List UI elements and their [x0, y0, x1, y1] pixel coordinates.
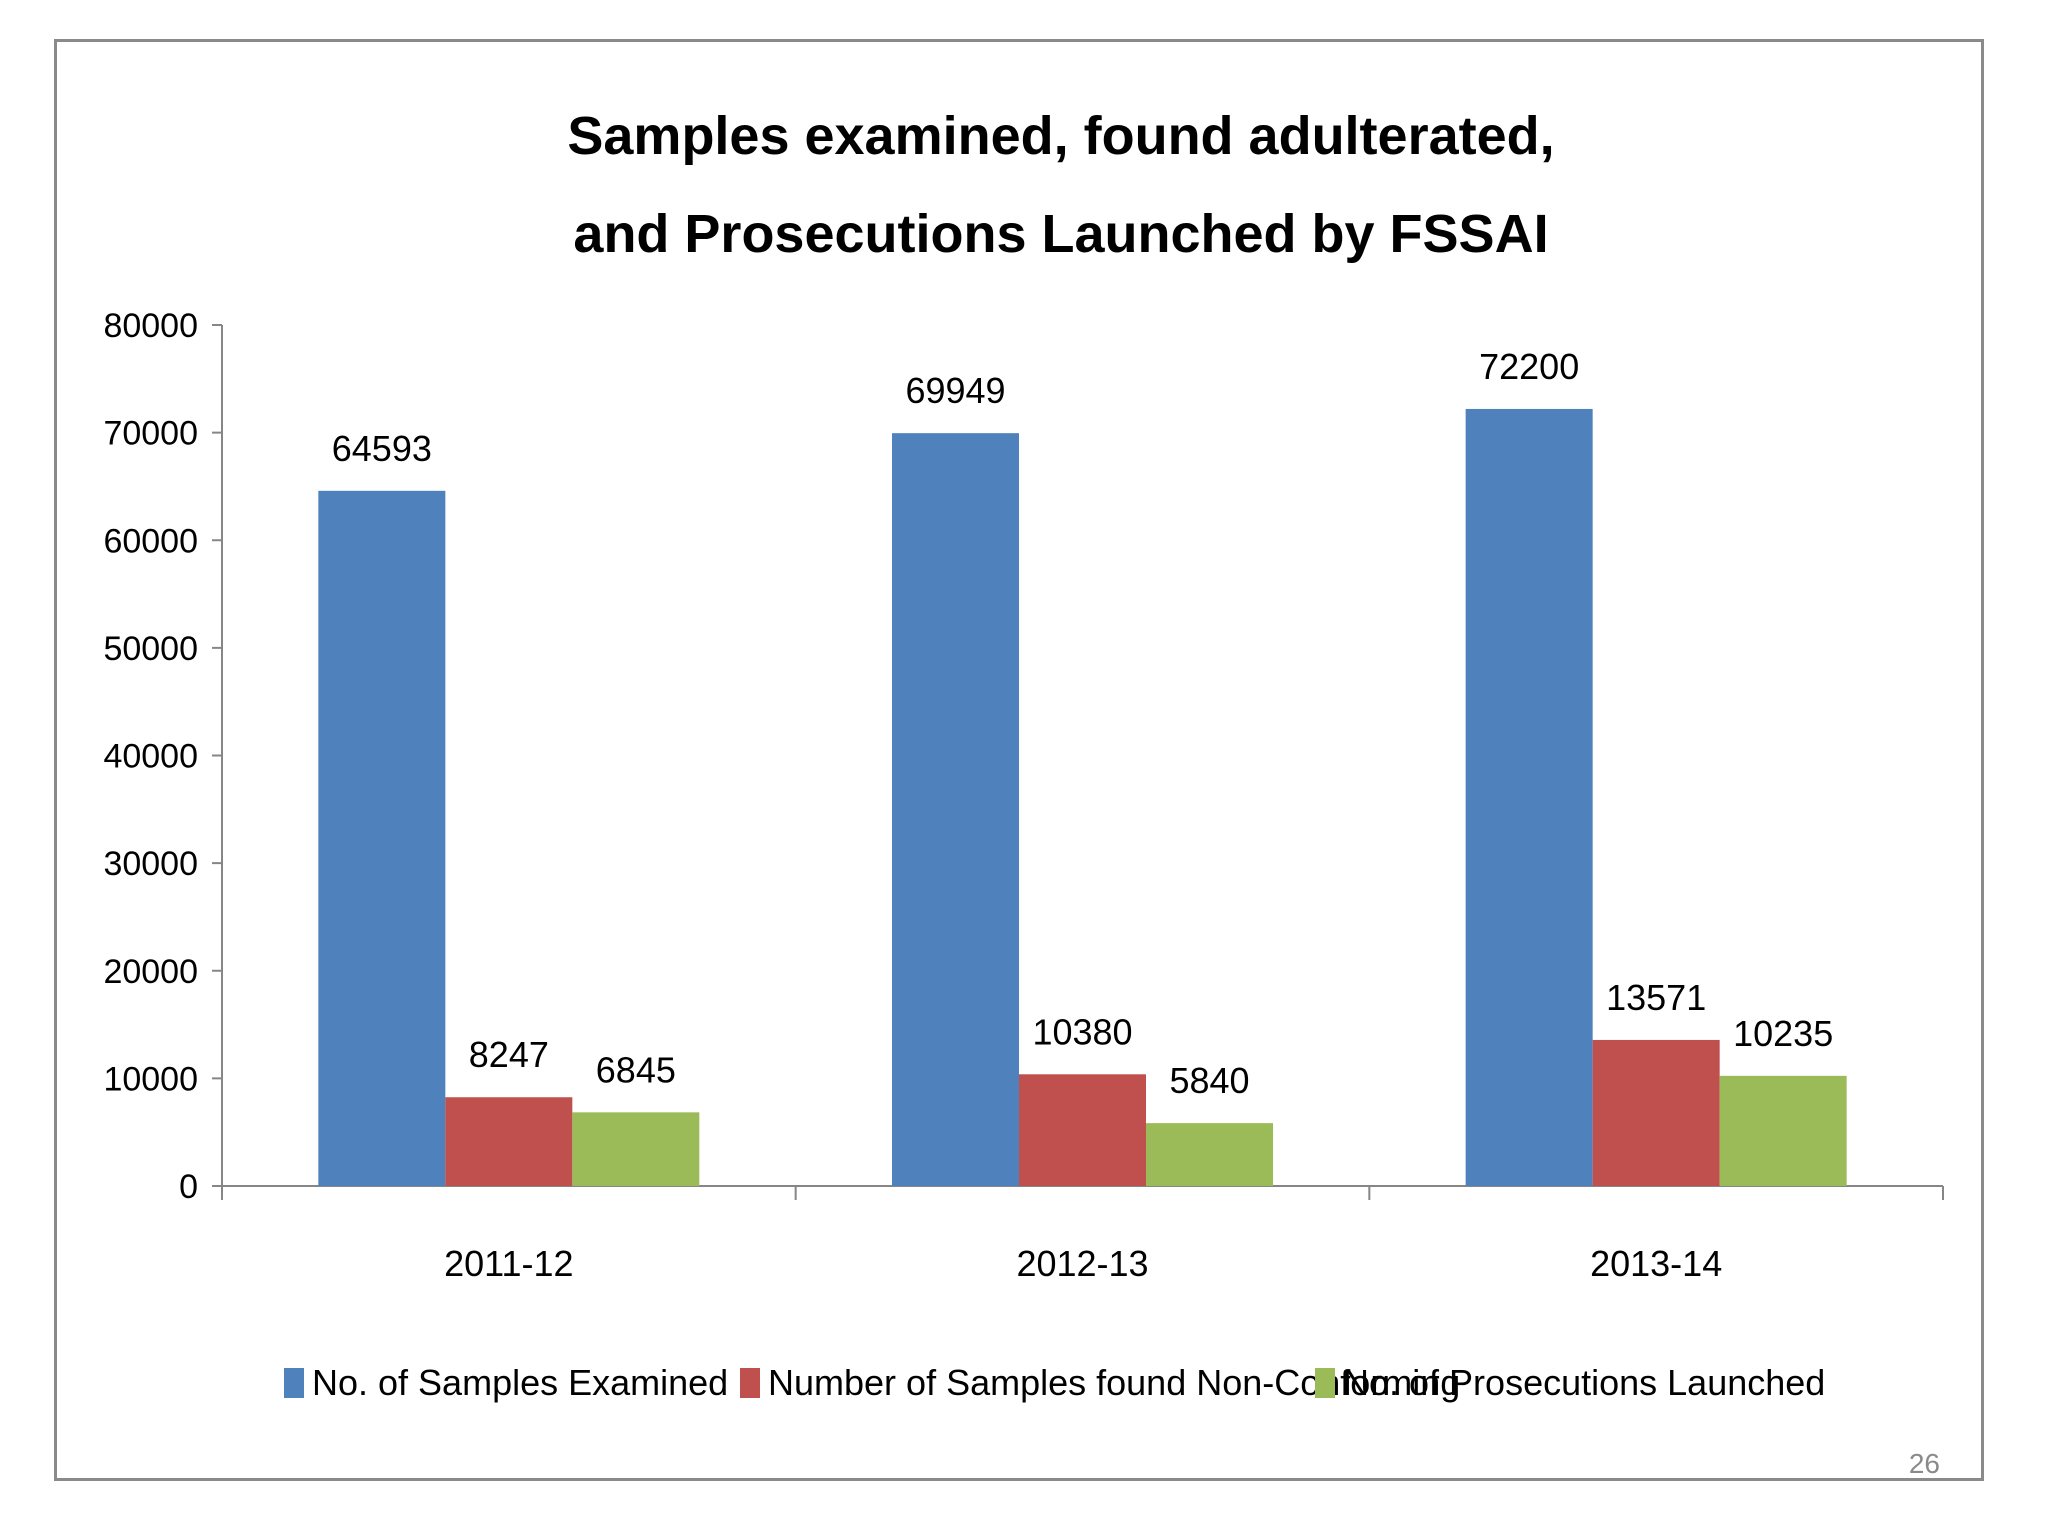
legend-swatch-1 — [284, 1368, 304, 1398]
legend-label-2: Number of Samples found Non-Conforming — [768, 1362, 1460, 1403]
y-tick-label: 60000 — [103, 522, 198, 560]
y-tick-label: 20000 — [103, 953, 198, 991]
bar-2011-12-series-2 — [445, 1097, 573, 1186]
data-label: 72200 — [1479, 346, 1579, 387]
legend-swatch-3 — [1315, 1368, 1335, 1398]
bar-chart: Samples examined, found adulterated, and… — [103, 106, 1944, 1478]
data-label: 13571 — [1606, 977, 1706, 1018]
x-category-label: 2012-13 — [1016, 1243, 1148, 1284]
data-label: 64593 — [332, 428, 432, 469]
bar-2013-14-series-2 — [1592, 1039, 1720, 1186]
bar-2013-14-series-3 — [1719, 1075, 1847, 1186]
bar-2011-12-series-3 — [572, 1112, 700, 1186]
y-tick-label: 80000 — [103, 307, 198, 345]
legend-swatch-2 — [740, 1368, 760, 1398]
chart-frame: Samples examined, found adulterated, and… — [54, 39, 1984, 1481]
data-label: 6845 — [596, 1049, 676, 1090]
data-label: 10380 — [1032, 1011, 1132, 1052]
legend: No. of Samples Examined Number of Samples… — [284, 1362, 1825, 1403]
data-label: 10235 — [1733, 1013, 1833, 1054]
x-category-label: 2011-12 — [444, 1243, 573, 1284]
bar-2012-13-series-1 — [892, 433, 1019, 1186]
x-category-label: 2013-14 — [1590, 1243, 1722, 1284]
chart-title-line-2: and Prosecutions Launched by FSSAI — [573, 204, 1548, 264]
bar-2012-13-series-3 — [1146, 1123, 1273, 1186]
data-label: 5840 — [1169, 1060, 1249, 1101]
y-tick-label: 10000 — [103, 1060, 198, 1098]
bar-2012-13-series-2 — [1019, 1074, 1146, 1186]
y-tick-label: 70000 — [103, 415, 198, 453]
bar-2011-12-series-1 — [318, 490, 446, 1186]
y-tick-label: 30000 — [103, 845, 198, 883]
legend-label-3: No. of Prosecutions Launched — [1343, 1362, 1825, 1403]
data-label: 69949 — [905, 370, 1005, 411]
chart-title-line-1: Samples examined, found adulterated, — [567, 106, 1554, 166]
y-tick-label: 50000 — [103, 630, 198, 668]
bar-2013-14-series-1 — [1465, 408, 1593, 1186]
legend-label-1: No. of Samples Examined — [312, 1362, 728, 1403]
y-tick-label: 40000 — [103, 738, 198, 776]
data-label: 8247 — [469, 1034, 549, 1075]
page-number: 26 — [1909, 1448, 1940, 1478]
plot-area: 0 10000 20000 30000 40000 50000 60000 70000 8000… — [103, 307, 1944, 1284]
y-tick-label: 0 — [179, 1168, 198, 1206]
